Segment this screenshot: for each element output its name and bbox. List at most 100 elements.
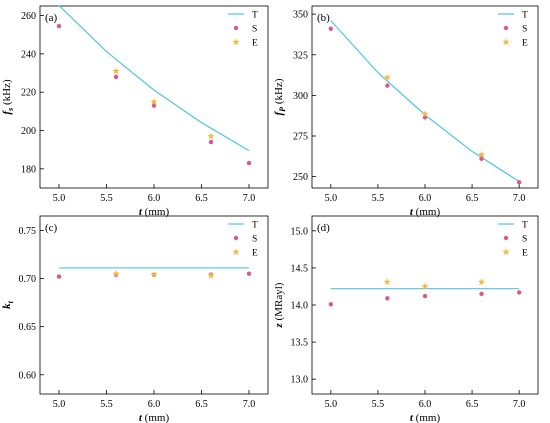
series-S-point xyxy=(246,271,252,276)
y-tick-label: 13.5 xyxy=(291,338,309,349)
x-axis-label: t (mm) xyxy=(139,206,170,218)
legend-E-symbol xyxy=(232,38,240,46)
y-tick-label: 200 xyxy=(21,126,36,137)
x-tick-label: 5.5 xyxy=(372,399,385,410)
series-S-point xyxy=(328,26,334,31)
x-tick-label: 5.5 xyxy=(372,193,385,204)
legend-label: T xyxy=(252,221,258,231)
series-E-point xyxy=(421,110,429,118)
y-tick-label: 250 xyxy=(293,172,308,183)
series-S-point xyxy=(479,291,484,297)
series-T-line xyxy=(58,4,250,152)
series-S-point xyxy=(422,293,428,299)
x-tick-label: 6.5 xyxy=(466,399,479,410)
y-tick-label: 220 xyxy=(21,88,36,99)
legend-E-symbol xyxy=(232,248,240,256)
y-tick-label: 240 xyxy=(21,49,36,60)
panel-label: (b) xyxy=(317,12,330,24)
series-E-point xyxy=(383,73,391,81)
x-tick-label: 6.5 xyxy=(195,193,208,204)
legend-label: S xyxy=(252,235,257,245)
x-tick-label: 5.5 xyxy=(100,193,113,204)
legend-label: S xyxy=(522,25,527,35)
panel-label: (a) xyxy=(45,12,58,24)
series-S-point xyxy=(516,290,522,295)
y-axis-label: kt xyxy=(1,300,15,309)
legend-S-symbol xyxy=(233,235,239,241)
x-tick-label: 6.0 xyxy=(148,193,161,204)
legend-label: S xyxy=(252,25,257,35)
chart-panel-4: 5.0 5.5 6.0 6.5 7.0 13.0 13.5 14.0 14.5 15.0 (d) t … xyxy=(273,215,539,423)
y-tick-label: 325 xyxy=(293,50,308,61)
legend-E-symbol xyxy=(502,248,510,256)
legend-label: T xyxy=(252,11,258,21)
x-tick-label: 5.0 xyxy=(53,193,66,204)
y-tick-label: 0.60 xyxy=(19,370,37,381)
panel-label: (c) xyxy=(45,222,58,234)
x-tick-label: 7.0 xyxy=(513,193,526,204)
series-E-point xyxy=(112,67,120,75)
x-axis-label: t (mm) xyxy=(410,412,441,423)
x-tick-label: 6.5 xyxy=(195,399,208,410)
y-axis-label: fs (kHz) xyxy=(1,79,15,115)
series-S-point xyxy=(208,139,214,145)
chart-panel-2: 5.0 5.5 6.0 6.5 7.0 250 275 300 325 350 (b) t (mm) f… xyxy=(273,5,539,218)
y-tick-label: 0.70 xyxy=(19,274,37,285)
x-axis-label: t (mm) xyxy=(410,206,441,218)
series-E-point xyxy=(421,282,429,290)
y-tick-label: 180 xyxy=(21,164,36,175)
y-axis-label: z (MRayl) xyxy=(273,282,285,328)
chart-panel-1: 5.0 5.5 6.0 6.5 7.0 180 200 220 240 260 (a) t (mm) f… xyxy=(1,4,269,218)
legend-label: E xyxy=(522,249,528,259)
plot-frame xyxy=(311,5,539,189)
legend-label: T xyxy=(522,11,528,21)
series-S-point xyxy=(479,156,484,161)
legend-S-symbol xyxy=(503,235,509,241)
legend-S-symbol xyxy=(233,25,239,31)
series-E-point xyxy=(477,150,486,158)
series-E-point xyxy=(383,278,391,286)
x-axis-label: t (mm) xyxy=(139,412,170,423)
series-S-point xyxy=(151,103,157,108)
panel-label: (d) xyxy=(317,222,330,234)
x-tick-label: 7.0 xyxy=(243,193,256,204)
series-S-point xyxy=(246,160,252,166)
y-tick-label: 15.0 xyxy=(291,226,309,237)
x-tick-label: 5.0 xyxy=(325,399,338,410)
x-tick-label: 5.5 xyxy=(100,399,113,410)
y-tick-label: 0.65 xyxy=(19,322,37,333)
y-tick-label: 14.0 xyxy=(291,301,309,312)
series-E-point xyxy=(150,270,158,278)
y-tick-label: 13.0 xyxy=(291,375,309,386)
series-E-point xyxy=(207,271,215,279)
legend-label: E xyxy=(522,39,528,49)
series-S-point xyxy=(516,180,522,185)
x-tick-label: 7.0 xyxy=(243,399,256,410)
plot-frame xyxy=(311,215,539,395)
x-tick-label: 5.0 xyxy=(53,399,66,410)
series-S-point xyxy=(56,274,62,279)
x-tick-label: 6.5 xyxy=(466,193,479,204)
series-S-point xyxy=(113,74,119,80)
series-E-point xyxy=(207,132,215,140)
legend-label: E xyxy=(252,39,258,49)
legend-label: E xyxy=(252,249,258,259)
legend-label: S xyxy=(522,235,527,245)
plot-frame xyxy=(39,215,269,395)
plot-frame xyxy=(39,5,269,189)
series-E-point xyxy=(150,97,158,105)
y-tick-label: 0.75 xyxy=(19,226,37,237)
series-E-point xyxy=(477,278,486,286)
series-S-point xyxy=(385,83,390,88)
y-tick-label: 300 xyxy=(293,91,308,102)
y-axis-label: fP (kHz) xyxy=(273,78,287,115)
x-tick-label: 7.0 xyxy=(513,399,526,410)
x-tick-label: 6.0 xyxy=(419,193,432,204)
series-S-point xyxy=(56,23,62,29)
legend-E-symbol xyxy=(502,38,510,46)
x-tick-label: 6.0 xyxy=(148,399,161,410)
legend-label: T xyxy=(522,221,528,231)
y-tick-label: 350 xyxy=(293,10,308,21)
y-tick-label: 275 xyxy=(293,132,308,143)
series-E-point xyxy=(112,269,120,277)
